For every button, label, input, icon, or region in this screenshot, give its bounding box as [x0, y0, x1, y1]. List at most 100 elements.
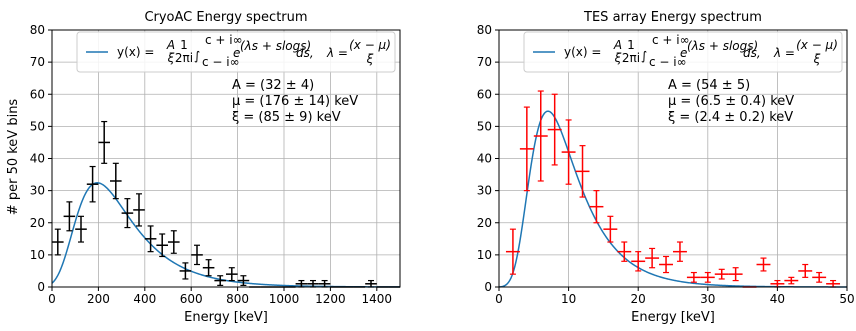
legend-int-lower: c − i∞	[202, 55, 240, 69]
y-tick-label: 70	[30, 55, 45, 69]
legend-frac-top: A	[613, 38, 622, 52]
y-tick-label: 0	[484, 280, 492, 294]
data-point	[214, 275, 226, 286]
data-point	[547, 93, 562, 166]
legend-lambda-lhs: λ =	[326, 46, 348, 60]
legend-frac-bottom: ξ	[614, 51, 622, 65]
y-tick-label: 50	[477, 119, 492, 133]
legend-lambda-top: (x − μ)	[796, 38, 838, 52]
fit-curve	[498, 110, 847, 288]
legend-frac-bottom: ξ	[167, 51, 175, 65]
legend-integral-sign: ∫	[641, 49, 647, 63]
fit-param-a: A = (32 ± 4)	[232, 78, 314, 93]
data-point	[237, 275, 250, 286]
legend-frac2-bottom: 2πi	[622, 51, 640, 65]
fit-param-xi: ξ = (2.4 ± 0.2) keV	[668, 110, 793, 125]
x-tick-label: 1400	[362, 292, 393, 306]
y-tick-label: 80	[30, 23, 45, 37]
data-point	[179, 262, 192, 280]
y-axis-label: # per 50 keV bins	[6, 99, 21, 216]
legend-exp-power: (λs + slogs)	[240, 39, 311, 53]
x-axis-label: Energy [keV]	[184, 310, 268, 325]
legend-label: y(x) =	[117, 45, 154, 59]
legend-int-upper: c + i∞	[652, 33, 690, 47]
y-tick-label: 50	[30, 119, 45, 133]
chart-cryoac: 0 200 400 600 800 1000 1200 1400 0 10 20 30 40 50 60 70…	[6, 10, 401, 325]
y-tick-label: 40	[477, 152, 492, 166]
data-point	[168, 230, 180, 254]
x-tick-label: 600	[180, 292, 203, 306]
data-point	[798, 263, 813, 278]
y-tick-label: 20	[30, 216, 45, 230]
x-tick-label: 800	[226, 292, 249, 306]
x-tick-label: 1200	[315, 292, 346, 306]
y-tick-label: 80	[477, 23, 492, 37]
svg-text:y(x) =: y(x) =	[564, 45, 601, 59]
x-tick-label: 10	[561, 292, 576, 306]
legend-frame	[76, 31, 396, 73]
legend-frac-top: A	[166, 38, 175, 52]
data-point	[365, 279, 377, 288]
data-point	[756, 257, 771, 272]
data-point	[561, 119, 576, 185]
data-point	[63, 201, 76, 232]
fit-param-mu: μ = (6.5 ± 0.4) keV	[668, 94, 794, 109]
data-point	[52, 228, 64, 256]
plot-area: 0 200 400 600 800 1000 1200 1400 0 10 20 30 40 50 60 70…	[30, 23, 401, 306]
legend-ds: ds,	[743, 46, 761, 60]
y-tick-label: 60	[477, 87, 492, 101]
legend-lambda-lhs: λ =	[773, 46, 795, 60]
data-point	[133, 193, 145, 227]
data-point	[812, 271, 827, 283]
legend: y(x) = A ξ 1 2πi ∫ c + i∞ c − i∞ e (λs +…	[76, 31, 396, 73]
x-axis-label: Energy [keV]	[631, 310, 715, 325]
y-tick-label: 30	[30, 184, 45, 198]
data-point	[533, 90, 548, 182]
legend-label: y(x) =	[564, 45, 601, 59]
legend-exp-power: (λs + slogs)	[687, 39, 758, 53]
legend-lambda-top: (x − μ)	[349, 38, 391, 52]
legend-ds: ds,	[296, 46, 314, 60]
data-point	[617, 241, 632, 262]
data-point	[826, 279, 841, 288]
x-tick-label: 0	[48, 292, 56, 306]
data-point	[575, 145, 590, 198]
chart-title: TES array Energy spectrum	[583, 10, 762, 25]
legend-frac2-top: 1	[180, 38, 188, 52]
y-tick-label: 0	[37, 280, 45, 294]
svg-text:y(x) =: y(x) =	[117, 45, 154, 59]
data-point	[645, 247, 660, 269]
x-tick-label: 20	[631, 292, 646, 306]
data-point	[144, 225, 157, 253]
legend-frame	[523, 31, 843, 73]
x-tick-label: 200	[87, 292, 110, 306]
y-tick-label: 10	[30, 248, 45, 262]
legend-frac2-top: 1	[627, 38, 635, 52]
y-tick-label: 20	[477, 216, 492, 230]
x-tick-label: 0	[495, 292, 503, 306]
data-point	[700, 271, 715, 283]
legend-int-upper: c + i∞	[205, 33, 243, 47]
x-tick-label: 1000	[269, 292, 300, 306]
legend-lambda-bottom: ξ	[813, 52, 821, 66]
x-tick-label: 30	[700, 292, 715, 306]
data-point	[673, 241, 687, 262]
legend-exp-base: e	[680, 46, 687, 60]
data-point	[505, 228, 520, 275]
fit-param-mu: μ = (176 ± 14) keV	[232, 94, 358, 109]
legend-integral-sign: ∫	[194, 49, 200, 63]
y-tick-label: 60	[30, 87, 45, 101]
data-point	[121, 198, 134, 229]
x-tick-label: 400	[133, 292, 156, 306]
fit-curve	[51, 182, 400, 288]
data-point	[728, 267, 743, 282]
data-point	[659, 255, 673, 274]
data-point	[603, 215, 618, 243]
data-point	[75, 215, 87, 243]
data-point	[784, 276, 799, 285]
y-tick-label: 70	[477, 55, 492, 69]
data-point	[631, 251, 646, 272]
data-point	[202, 259, 215, 277]
